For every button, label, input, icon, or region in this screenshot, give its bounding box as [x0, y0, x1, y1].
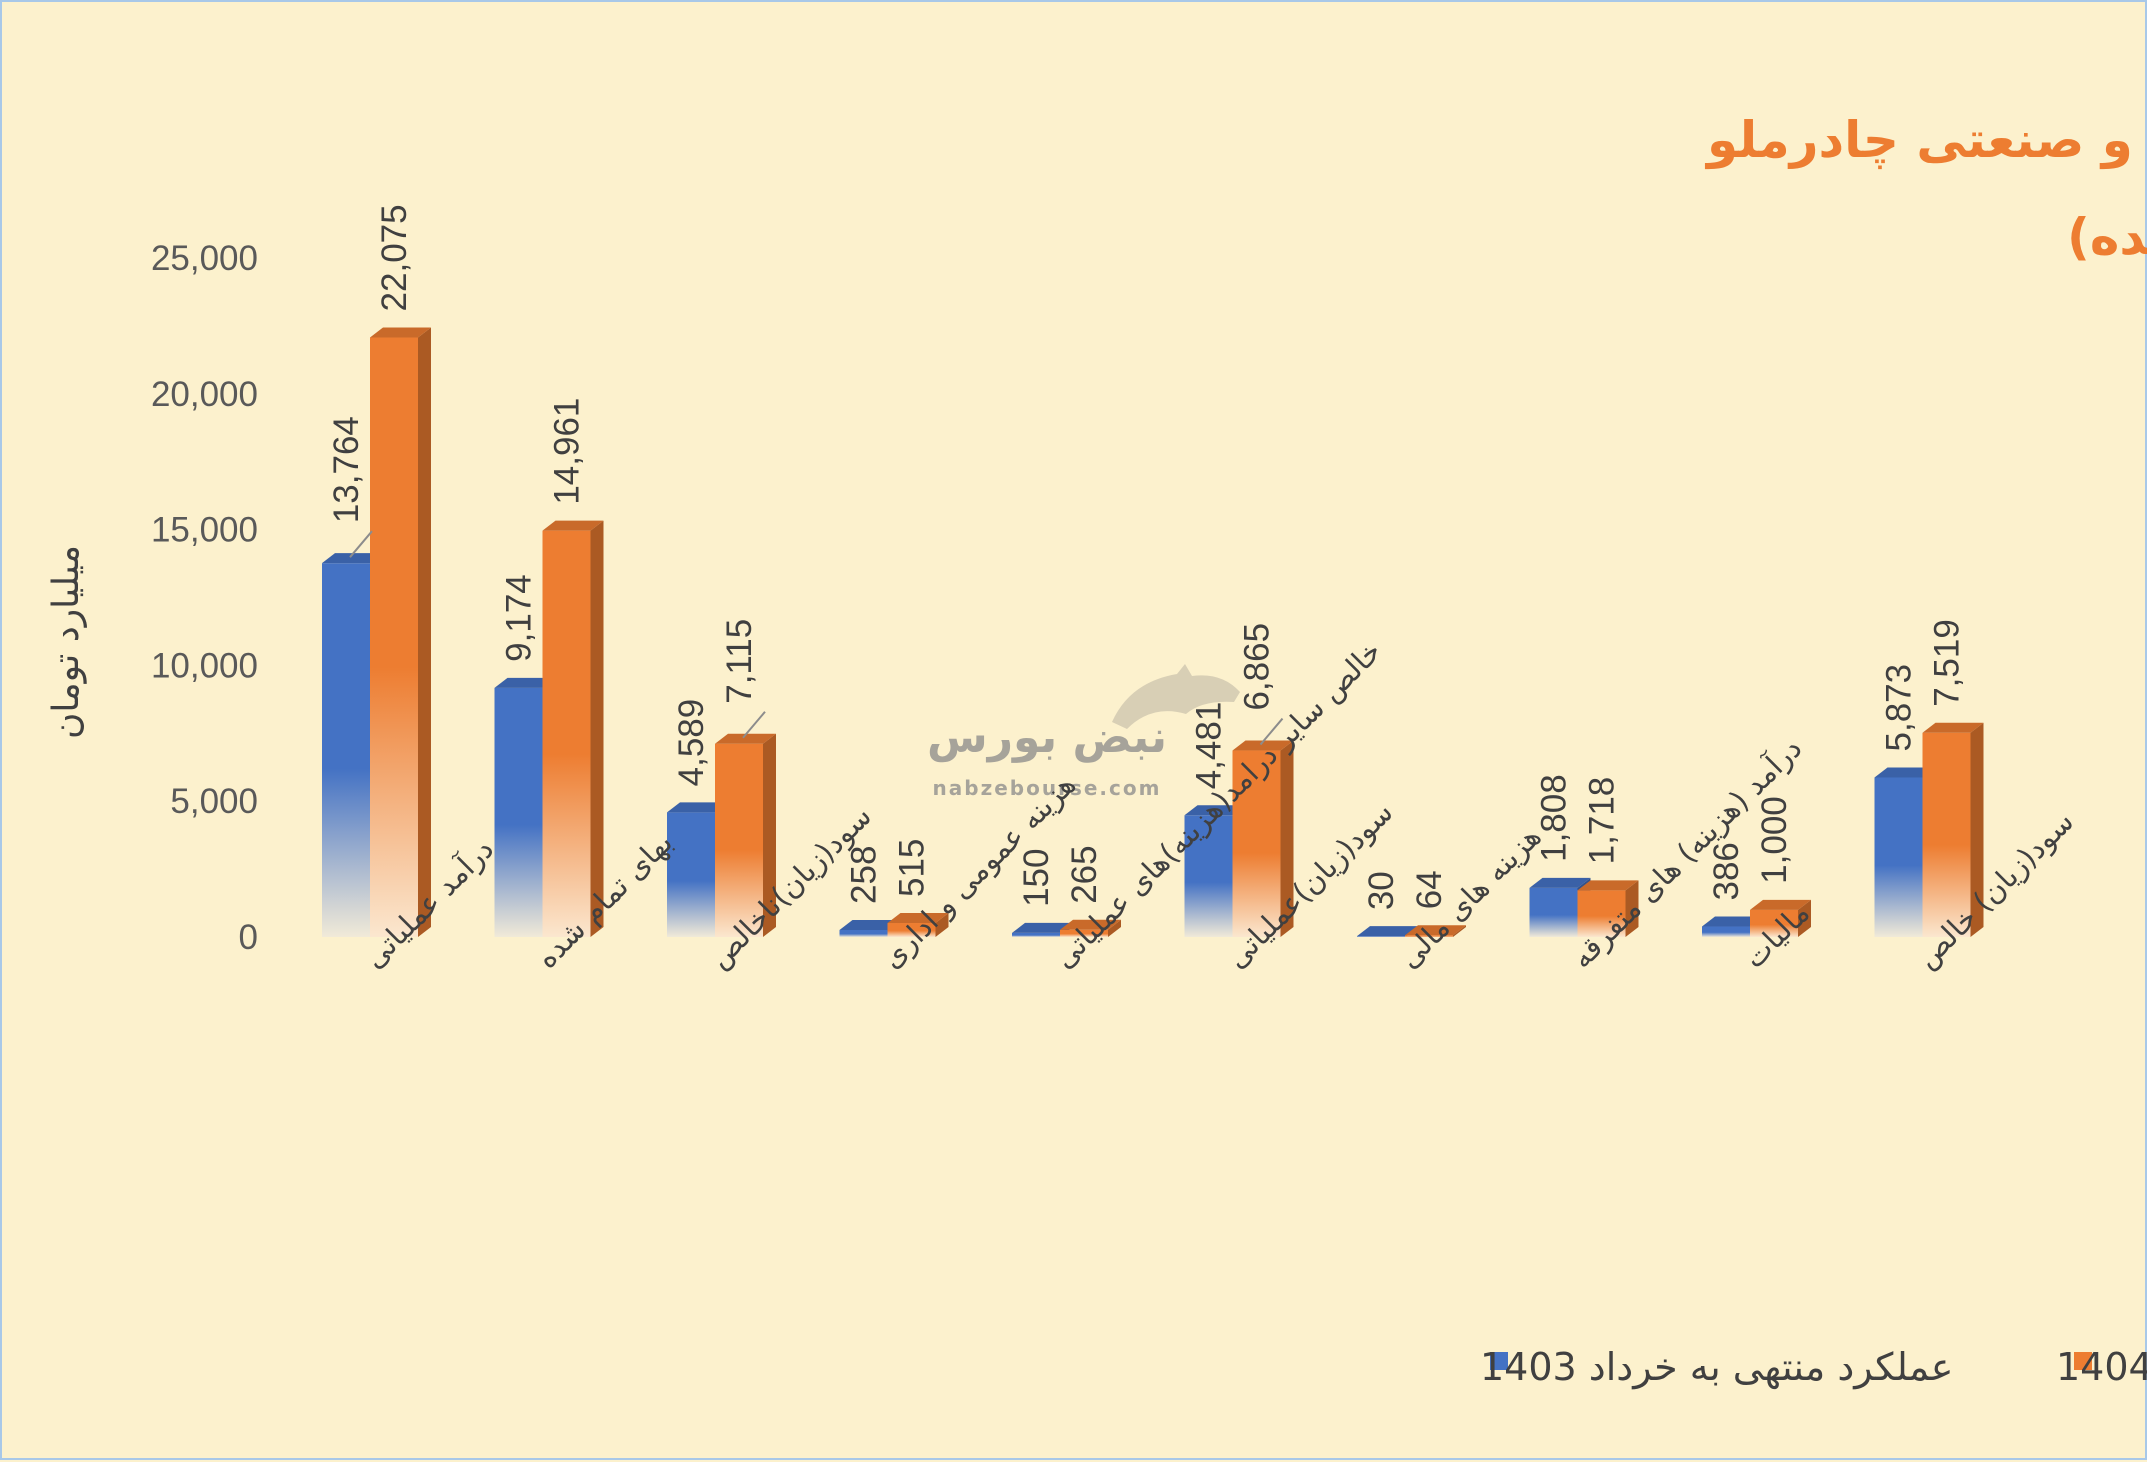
data-label-1403: 9,174: [500, 574, 539, 662]
bar-side-1404: [418, 327, 431, 937]
legend-label-1403: عملکرد منتهی به خرداد 1403: [1480, 1345, 1953, 1390]
leader-line: [742, 711, 766, 739]
chart-title: شرکت معدنی و صنعتی چادرملو: [1704, 111, 2147, 170]
bar-1404: [1232, 750, 1281, 937]
bar-top-1404: [1922, 722, 1984, 733]
data-label-1404: 14,961: [548, 398, 587, 505]
bar-1403: [1874, 777, 1923, 937]
data-label-1403: 386: [1707, 842, 1746, 900]
data-label-1403: 30: [1362, 871, 1401, 910]
y-tick-label: 10,000: [151, 646, 258, 685]
bar-1404: [887, 923, 936, 937]
y-tick-label: 0: [239, 918, 258, 957]
data-label-1404: 1,718: [1583, 777, 1622, 865]
bar-1404: [1577, 890, 1626, 937]
bar-top-1404: [1405, 925, 1466, 936]
bar-top-1404: [1577, 880, 1639, 891]
bar-top-1403: [1529, 877, 1591, 888]
bar-side-1404: [590, 520, 604, 937]
bar-top-1404: [1750, 899, 1811, 910]
y-tick-label: 25,000: [151, 239, 258, 278]
data-label-1403: 13,764: [327, 416, 366, 523]
data-label-1404: 64: [1410, 870, 1449, 909]
data-label-1403: 258: [845, 846, 884, 904]
y-tick-label: 5,000: [170, 782, 258, 821]
bull-logo-icon: [1112, 664, 1240, 729]
y-axis-label: میلیارد تومان: [46, 545, 87, 739]
data-label-1404: 6,865: [1238, 623, 1277, 711]
bar-1403: [322, 563, 370, 937]
watermark: نبض بورس nabzebourse.com: [927, 664, 1240, 800]
bar-top-1403: [667, 802, 728, 813]
bar-top-1404: [1060, 919, 1121, 930]
bar-side-1404: [1970, 722, 1984, 937]
leader-line: [349, 530, 373, 558]
data-label-1404: 265: [1065, 845, 1104, 903]
bar-1403: [1529, 887, 1578, 937]
data-label-1404: 515: [893, 839, 932, 897]
data-label-1403: 150: [1017, 849, 1056, 907]
bar-top-1404: [887, 913, 949, 924]
bar-side-1404: [1108, 919, 1121, 937]
y-axis: 0 5,000 10,000 15,000 20,000 25,000: [151, 239, 258, 957]
bar-1404: [1922, 732, 1971, 937]
data-label-1403: 1,808: [1535, 774, 1574, 862]
legend-swatch-1403: [1490, 1352, 1508, 1370]
data-label-1404: 1,000: [1755, 796, 1794, 884]
bar-1403: [494, 687, 543, 937]
bar-side-1404: [763, 733, 776, 937]
bar-top-1404: [542, 520, 604, 531]
y-tick-label: 15,000: [151, 511, 258, 550]
bar-top-1403: [1874, 767, 1936, 778]
bar-top-1404: [715, 733, 776, 744]
bar-1403: [1184, 815, 1233, 937]
bar-side-1404: [1453, 925, 1466, 937]
bar-1404: [715, 743, 763, 937]
legend-swatch-1404: [2074, 1352, 2092, 1370]
data-label-1404: 7,519: [1928, 619, 1967, 707]
bar-1404: [1750, 909, 1798, 937]
bar-1403: [839, 929, 888, 937]
bar-side-1404: [1625, 880, 1639, 937]
bar-1403: [1012, 932, 1060, 937]
bar-top-1403: [494, 677, 556, 688]
bar-1403: [1357, 936, 1405, 937]
watermark-site: nabzebourse.com: [933, 776, 1162, 800]
bar-side-1404: [935, 913, 949, 937]
data-label-1404: 7,115: [720, 619, 759, 704]
bar-top-1403: [1702, 916, 1763, 927]
bar-top-1403: [1012, 922, 1073, 933]
bar-1404: [1060, 929, 1108, 937]
y-tick-label: 20,000: [151, 375, 258, 414]
data-label-1403: 4,481: [1190, 702, 1229, 790]
legend-label-1404: عملکرد منتهی به خرداد 1404: [2056, 1345, 2147, 1390]
bars: [322, 327, 1984, 937]
data-label-1403: 5,873: [1880, 664, 1919, 752]
leader-line: [1259, 717, 1284, 746]
bar-side-1404: [1798, 899, 1811, 937]
bar-top-1403: [322, 553, 383, 564]
bar-top-1403: [839, 919, 901, 930]
bar-side-1404: [1280, 740, 1294, 937]
watermark-logo-text: نبض بورس: [927, 712, 1167, 763]
bar-top-1403: [1184, 805, 1246, 816]
bar-1404: [370, 337, 418, 937]
data-label-1403: 4,589: [672, 699, 711, 787]
legend: عملکرد منتهی به خرداد 1404 عملکرد منتهی …: [1480, 1345, 2147, 1390]
data-label-1404: 22,075: [375, 204, 414, 311]
bar-top-1404: [370, 327, 431, 338]
chart-subtitle: صورت های مالی ۳ ماهه منتهی به ۱۴۰۴.۰۳.۳۱…: [2067, 208, 2147, 267]
bar-top-1404: [1232, 740, 1294, 751]
bar-top-1403: [1357, 926, 1418, 937]
bar-1404: [542, 530, 591, 937]
bar-1403: [1702, 926, 1750, 937]
bar-1403: [667, 812, 715, 937]
bar-1404: [1405, 935, 1453, 937]
